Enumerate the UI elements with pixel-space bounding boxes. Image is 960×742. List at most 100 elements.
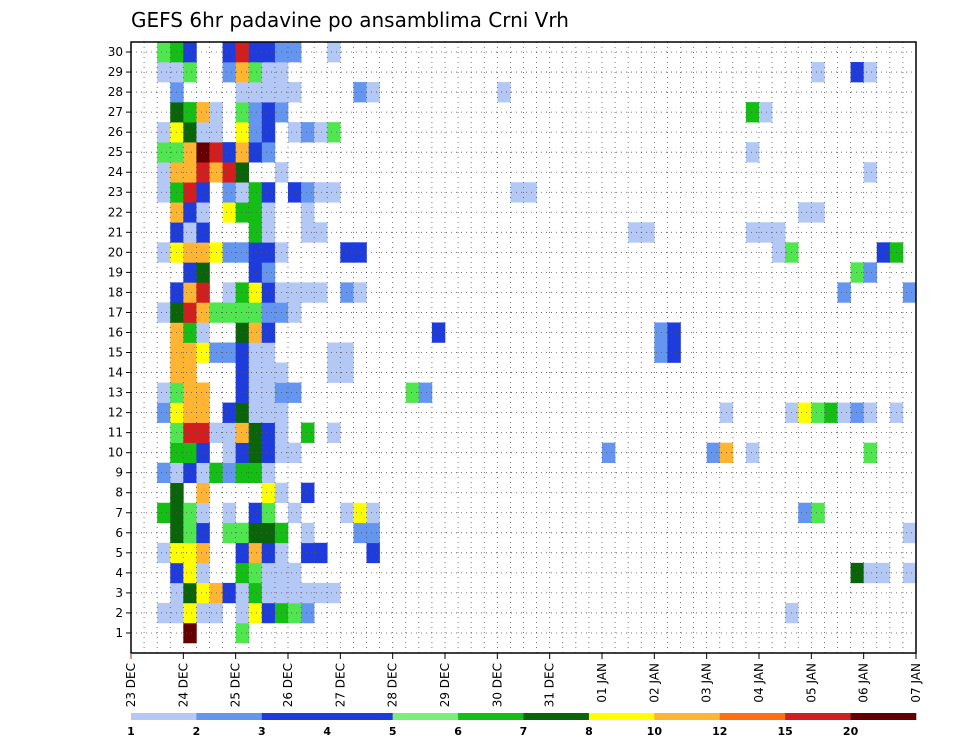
heat-cell [261,422,276,443]
heat-cell [261,362,276,383]
heat-cell [759,102,773,123]
heat-cell [745,102,760,123]
heat-cell [196,502,210,524]
legend-swatch [523,713,590,720]
heat-cell [602,442,616,463]
heat-cell [706,442,721,463]
legend-label: 15 [778,725,793,738]
heat-cell [261,522,276,544]
heat-cell [183,582,197,604]
legend-swatch [261,713,328,720]
heat-cell [196,542,210,564]
plot-frame [130,41,917,654]
y-tick-label: 9 [115,466,123,480]
heat-cell [196,382,210,403]
heat-cell [196,482,210,504]
y-tick-label: 5 [115,546,123,560]
heat-cell [261,442,276,463]
legend-label: 7 [520,725,528,738]
heat-cell [183,422,197,443]
heat-cell [222,282,236,303]
grid-lines [131,42,916,653]
legend-swatch [588,713,655,720]
heat-cell [235,302,250,323]
heat-cell [366,502,380,524]
heat-cell [157,242,171,263]
heat-cell [196,242,210,263]
heat-cell [235,602,250,624]
heat-cell [261,202,276,223]
heat-cell [235,582,250,604]
heat-cell [366,542,380,564]
heat-cell [261,342,276,363]
heat-cell [340,342,354,363]
heat-cell [863,62,878,83]
heat-cell [288,182,302,203]
heat-cell [157,142,171,163]
y-tick-label: 19 [108,265,123,279]
heat-cell [327,342,341,363]
heat-cell [183,382,197,403]
heat-cell [196,222,210,243]
heat-cell [261,262,276,283]
y-tick-label: 30 [108,45,123,59]
heat-cell [157,42,171,63]
heat-cell [183,602,197,624]
heat-cell [248,102,263,123]
heat-cell [235,62,250,83]
heat-cell [902,282,917,303]
heat-cell [301,542,315,564]
heat-cell [196,462,210,484]
heat-cell [340,362,354,383]
heat-cell [183,342,197,363]
y-tick-label: 15 [108,346,123,360]
heat-cell [196,202,210,223]
y-tick-label: 24 [108,165,123,179]
heat-cell [301,282,315,303]
heat-cell [327,422,341,443]
heat-cell [222,522,236,544]
heat-cell [183,122,197,143]
y-tick-label: 12 [108,406,123,420]
heat-cell [288,562,302,584]
heat-cell [222,582,236,604]
heat-cell [772,242,786,263]
heat-cell [798,202,812,223]
heat-cell [235,542,250,564]
heat-cell [667,342,681,363]
y-tick-label: 26 [108,125,123,139]
heat-cell [327,42,341,63]
heat-cell [261,62,276,83]
heat-cell [183,222,197,243]
y-axis: 1234567891011121314151617181920212223242… [108,45,131,640]
heat-cell [353,282,367,303]
y-tick-label: 16 [108,325,123,339]
heat-cell [288,282,302,303]
heat-cell [523,182,537,203]
heat-cell [183,142,197,163]
heat-cell [667,322,681,343]
heat-cell [196,262,210,283]
heat-cell [261,142,276,163]
heat-cell [157,182,171,203]
heat-cell [301,422,315,443]
heat-cell [510,182,524,203]
heat-cell [235,142,250,163]
heat-cell [183,282,197,303]
y-tick-label: 27 [108,105,123,119]
heat-cell [248,382,263,403]
heat-cell [745,142,760,163]
heat-cell [261,482,276,504]
heat-cell [248,322,263,343]
heat-cell [314,182,328,203]
heat-cell [863,162,878,183]
legend-swatch [327,713,393,720]
heat-cell [196,182,210,203]
heat-cell [772,222,786,243]
heat-cell [183,162,197,183]
y-tick-label: 28 [108,85,123,99]
heat-cell [183,62,197,83]
heat-cell [248,62,263,83]
heat-cell [196,522,210,544]
heat-cell [863,442,878,463]
